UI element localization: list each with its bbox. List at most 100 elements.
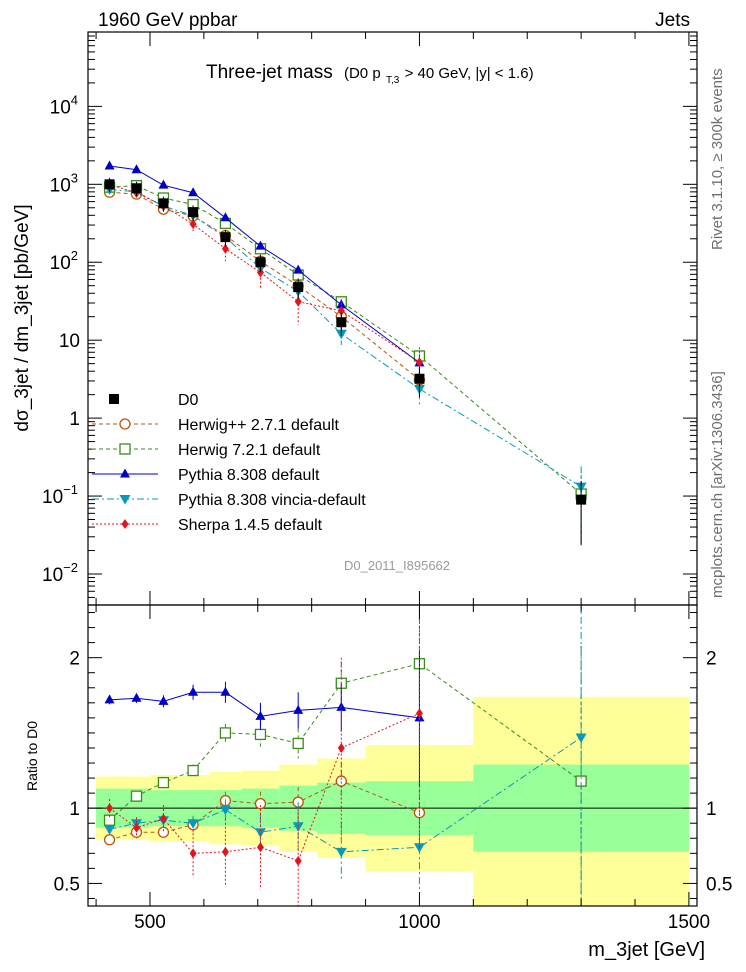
legend-label: Herwig++ 2.7.1 default — [178, 417, 340, 434]
series-5-ratio-point — [221, 846, 229, 857]
series-5-ratio-point — [133, 822, 141, 833]
y-tick-label-lower: 0.5 — [54, 874, 80, 895]
legend-marker — [121, 519, 129, 529]
series-2-ratio-line — [109, 663, 582, 821]
series-4-ratio-point — [575, 733, 587, 743]
series-2-ratio-point — [157, 776, 170, 789]
series-5-point — [189, 219, 197, 230]
series-5-point — [337, 305, 345, 316]
series-5-ratio-point — [106, 803, 114, 814]
legend-label: Pythia 8.308 default — [178, 467, 320, 484]
series-3-ratio-point — [131, 692, 142, 702]
series-2-upper — [103, 179, 587, 543]
series-3-point — [293, 264, 304, 274]
x-tick-label: 1000 — [398, 912, 440, 933]
y-tick-label-upper: 104 — [50, 92, 78, 118]
series-1-ratio-line — [109, 780, 420, 841]
legend-item-series-4: Pythia 8.308 vincia-default — [92, 492, 366, 509]
series-3-ratio-point — [158, 695, 169, 705]
data-point — [293, 282, 304, 293]
series-3-ratio-point — [104, 694, 115, 704]
series-1-line — [109, 191, 420, 381]
side-label-mcplots: mcplots.cern.ch [arXiv:1306.3436] — [709, 371, 726, 598]
header-left: 1960 GeV ppbar — [98, 10, 238, 31]
series-4-ratio-point — [413, 843, 425, 853]
side-label-rivet: Rivet 3.1.10, ≥ 300k events — [709, 68, 726, 250]
lower-axes-frame — [87, 604, 698, 907]
y-tick-label-upper: 10−2 — [42, 560, 78, 586]
series-5-ratio-point — [189, 848, 197, 859]
legend-marker — [119, 495, 131, 505]
legend: D0 Herwig++ 2.7.1 default Herwig 7.2.1 def… — [92, 392, 366, 534]
series-4-ratio-point — [335, 847, 347, 858]
series-2-ratio-point — [292, 737, 304, 750]
series-5-point — [256, 267, 264, 278]
y-tick-label-lower-right: 0.5 — [706, 874, 732, 895]
series-5-line — [109, 183, 420, 363]
y-axis-label-upper: dσ_3jet / dm_3jet [pb/GeV] — [12, 204, 33, 431]
data-points — [104, 177, 587, 546]
data-point — [576, 494, 587, 505]
legend-marker — [119, 418, 131, 430]
series-3-ratio-point — [255, 710, 266, 720]
series-1-ratio-point — [103, 834, 116, 846]
title-cut-prefix: (D0 p — [344, 65, 381, 82]
data-point — [255, 257, 266, 268]
series-5-ratio-point — [159, 813, 167, 824]
legend-item-series-2: Herwig 7.2.1 default — [92, 442, 321, 459]
y-tick-label-upper: 103 — [50, 170, 78, 196]
series-5-ratio-point — [256, 842, 264, 853]
upper-series-group — [103, 160, 587, 546]
lower-series-group — [103, 605, 587, 906]
series-2-ratio-point — [130, 790, 143, 802]
header-right: Jets — [655, 10, 690, 31]
series-3-point — [188, 187, 199, 197]
y-tick-label-upper: 102 — [50, 248, 78, 274]
series-2-ratio-point — [254, 728, 267, 741]
series-5-ratio-point — [294, 855, 302, 866]
series-1-upper — [103, 186, 426, 390]
x-tick-label: 1500 — [668, 912, 710, 933]
data-point — [336, 317, 347, 328]
series-4-ratio-line — [109, 737, 582, 853]
title-cut-sub: T,3 — [386, 75, 400, 86]
y-tick-label-lower-right: 2 — [706, 649, 717, 670]
series-3-ratio-line — [109, 691, 420, 719]
series-4-line — [109, 188, 582, 488]
x-axis-label: m_3jet [GeV] — [588, 939, 705, 961]
axis-ticks: 10−2 10−1 1 10 102 103 104 0.5 0.5 1 1 2 2 500 1000 150… — [42, 31, 732, 933]
series-3-point — [255, 240, 266, 250]
series-1-ratio-point — [254, 798, 267, 810]
y-tick-label-upper: 1 — [69, 409, 80, 430]
series-5-ratio-point — [415, 708, 423, 719]
series-5-point — [221, 243, 229, 254]
legend-label: Pythia 8.308 vincia-default — [178, 492, 366, 509]
series-4-ratio-point — [104, 825, 116, 835]
series-5-ratio-point — [337, 742, 345, 753]
series-3-point — [104, 160, 115, 170]
legend-item-series-5: Sherpa 1.4.5 default — [92, 517, 323, 534]
series-3-point — [131, 164, 142, 174]
legend-label: Herwig 7.2.1 default — [178, 442, 321, 459]
data-point — [414, 373, 425, 384]
y-tick-label-upper: 10−1 — [42, 482, 78, 508]
series-5-point — [415, 357, 423, 368]
legend-item-data: D0 — [109, 392, 199, 409]
data-point — [104, 179, 115, 190]
data-point — [220, 232, 231, 243]
y-axis-label-lower: Ratio to D0 — [24, 721, 40, 791]
series-4-upper — [104, 185, 587, 544]
legend-marker — [119, 443, 131, 455]
series-3-point — [220, 212, 231, 222]
data-point — [131, 183, 142, 194]
legend-marker-data — [109, 394, 119, 404]
series-3-point — [158, 179, 169, 189]
y-tick-label-upper: 10 — [59, 331, 80, 352]
series-2-ratio-point — [219, 727, 232, 739]
chart-title: Three-jet mass (D0 p T,3 > 40 GeV, |y| <… — [206, 62, 534, 88]
series-2-ratio-point — [187, 764, 199, 777]
data-point — [188, 207, 199, 218]
title-cut-suffix: > 40 GeV, |y| < 1.6) — [405, 65, 534, 82]
series-4-ratio-point — [254, 828, 266, 838]
